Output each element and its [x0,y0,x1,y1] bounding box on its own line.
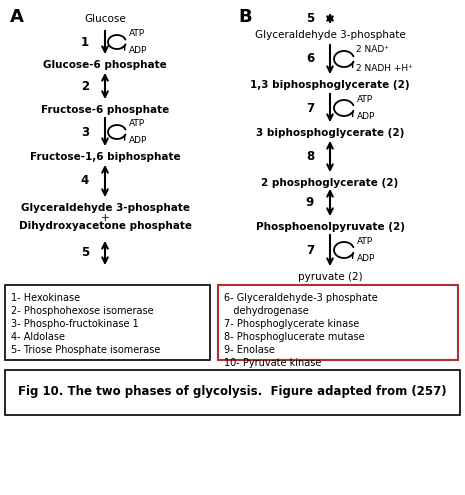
Text: 6- Glyceraldehyde-3 phosphate: 6- Glyceraldehyde-3 phosphate [224,293,378,303]
Text: pyruvate (2): pyruvate (2) [298,272,362,282]
Text: 9- Enolase: 9- Enolase [224,345,275,355]
Text: Glyceraldehyde 3-phosphate: Glyceraldehyde 3-phosphate [20,203,190,213]
Text: 5: 5 [81,247,89,259]
Text: dehydrogenase: dehydrogenase [224,306,309,316]
Text: 7: 7 [306,244,314,256]
Text: Glucose: Glucose [84,14,126,24]
Text: 9: 9 [306,196,314,208]
Text: 3 biphosphoglycerate (2): 3 biphosphoglycerate (2) [256,128,404,138]
Text: ATP: ATP [129,29,145,38]
Text: ATP: ATP [357,95,373,104]
Text: 1- Hexokinase: 1- Hexokinase [11,293,80,303]
Text: 2 phosphoglycerate (2): 2 phosphoglycerate (2) [261,178,399,188]
Text: 6: 6 [306,52,314,65]
Text: 8- Phosphoglucerate mutase: 8- Phosphoglucerate mutase [224,332,365,342]
Text: 8: 8 [306,149,314,162]
Text: Fructose-6 phosphate: Fructose-6 phosphate [41,105,169,115]
Text: 1: 1 [81,36,89,49]
Bar [218,285,458,360]
Text: B: B [238,8,252,26]
Text: Glucose-6 phosphate: Glucose-6 phosphate [43,60,167,70]
Text: Dihydroxyacetone phosphate: Dihydroxyacetone phosphate [19,221,192,231]
Text: Phosphoenolpyruvate (2): Phosphoenolpyruvate (2) [255,222,405,232]
Text: Fig 10. The two phases of glycolysis.  Figure adapted from (257): Fig 10. The two phases of glycolysis. Fi… [18,385,446,398]
Text: ADP: ADP [357,254,375,263]
Text: 5: 5 [306,11,314,24]
Text: 5- Triose Phosphate isomerase: 5- Triose Phosphate isomerase [11,345,160,355]
Text: ATP: ATP [357,237,373,246]
Text: ADP: ADP [357,112,375,121]
Text: 2 NAD⁺: 2 NAD⁺ [356,45,389,54]
Text: A: A [10,8,24,26]
Text: ADP: ADP [129,136,147,145]
Text: 3: 3 [81,126,89,139]
Text: 3- Phospho-fructokinase 1: 3- Phospho-fructokinase 1 [11,319,139,329]
Bar [5,285,210,360]
Text: 2- Phosphohexose isomerase: 2- Phosphohexose isomerase [11,306,153,316]
Text: 4- Aldolase: 4- Aldolase [11,332,65,342]
Text: Fructose-1,6 biphosphate: Fructose-1,6 biphosphate [30,152,180,162]
Text: 2 NADH +H⁺: 2 NADH +H⁺ [356,64,413,73]
Text: 2: 2 [81,80,89,93]
Text: 4: 4 [81,175,89,188]
Text: ADP: ADP [129,46,147,55]
Text: Glyceraldehyde 3-phosphate: Glyceraldehyde 3-phosphate [255,30,405,40]
Bar [5,370,460,415]
Text: 7- Phosphoglycerate kinase: 7- Phosphoglycerate kinase [224,319,359,329]
Text: 1,3 biphosphoglycerate (2): 1,3 biphosphoglycerate (2) [250,80,410,90]
Text: +: + [101,213,109,223]
Text: 10- Pyruvate kinase: 10- Pyruvate kinase [224,358,321,368]
Text: ATP: ATP [129,119,145,128]
Text: 7: 7 [306,101,314,114]
